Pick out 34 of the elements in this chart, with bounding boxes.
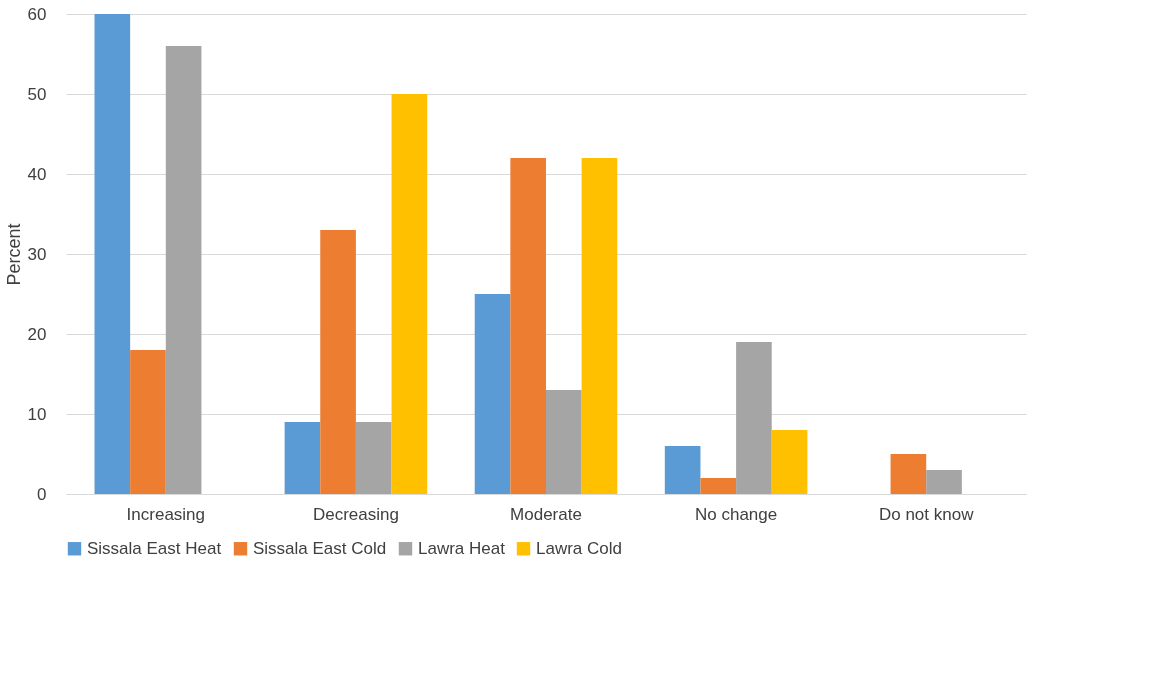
y-axis-title: Percent <box>3 223 24 286</box>
bar <box>130 350 166 494</box>
legend-label: Lawra Cold <box>536 538 622 558</box>
x-tick-label: Moderate <box>510 504 582 524</box>
y-tick-label: 60 <box>27 4 47 24</box>
x-tick-label: Increasing <box>126 504 206 524</box>
bar <box>736 342 772 494</box>
bar <box>391 94 428 494</box>
bar <box>926 470 962 494</box>
bar <box>94 14 131 494</box>
y-tick-label: 30 <box>27 244 47 264</box>
y-tick-label: 50 <box>27 84 47 104</box>
bar <box>581 158 618 494</box>
y-tick-label: 0 <box>37 484 47 504</box>
legend-label: Sissala East Cold <box>253 538 387 558</box>
y-tick-label: 40 <box>27 164 47 184</box>
legend-label: Sissala East Heat <box>87 538 222 558</box>
bar <box>165 46 202 494</box>
x-tick-label: Decreasing <box>312 504 399 524</box>
y-tick-label: 20 <box>27 324 47 344</box>
bar <box>474 294 511 494</box>
bar <box>320 230 356 494</box>
bar <box>510 158 546 494</box>
bar <box>355 422 392 494</box>
bar <box>546 390 582 494</box>
bar <box>700 478 737 494</box>
y-tick-label: 10 <box>27 404 47 424</box>
legend-label: Lawra Heat <box>418 538 506 558</box>
bar <box>284 422 321 494</box>
bar <box>890 454 927 494</box>
x-tick-label: Do not know <box>878 504 975 524</box>
x-tick-label: No change <box>694 504 778 524</box>
bar <box>664 446 701 494</box>
bar <box>771 430 808 494</box>
